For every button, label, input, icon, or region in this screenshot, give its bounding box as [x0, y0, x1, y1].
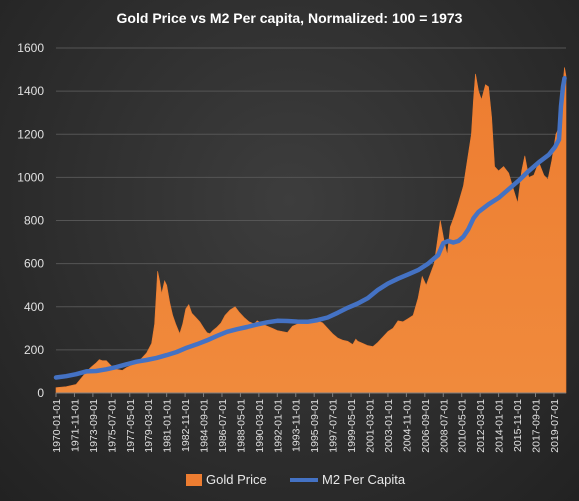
y-tick-label: 1200: [17, 127, 44, 141]
y-tick-label: 800: [24, 214, 44, 228]
legend-label-gold-price: Gold Price: [206, 472, 267, 487]
x-tick-label: 2003-01-01: [383, 399, 395, 453]
x-tick-label: 2012-03-01: [475, 399, 487, 453]
legend-label-m2: M2 Per Capita: [322, 472, 406, 487]
m2-line-layer: [53, 75, 567, 380]
x-tick-label: 1970-01-01: [51, 399, 63, 453]
legend: Gold Price M2 Per Capita: [186, 472, 406, 487]
y-axis-ticks: 0 200 400 600 800 1000 1200 1400 1600: [17, 41, 44, 400]
y-tick-label: 600: [24, 257, 44, 271]
gold-price-area-layer: [55, 67, 567, 394]
y-tick-label: 1000: [17, 170, 44, 184]
x-tick-label: 1986-07-01: [217, 399, 229, 453]
x-tick-label: 1995-09-01: [309, 399, 321, 453]
x-tick-label: 1979-03-01: [143, 399, 155, 453]
y-tick-label: 1600: [17, 41, 44, 55]
x-tick-label: 1982-11-01: [180, 399, 192, 452]
x-tick-label: 1977-05-01: [125, 399, 137, 453]
x-tick-label: 2014-01-01: [494, 399, 506, 453]
m2-per-capita-line: [53, 75, 567, 380]
x-tick-label: 1981-01-01: [162, 399, 174, 453]
x-tick-label: 1990-03-01: [254, 399, 266, 453]
y-tick-label: 0: [37, 386, 44, 400]
chart-title: Gold Price vs M2 Per capita, Normalized:…: [117, 10, 463, 26]
x-tick-label: 2017-09-01: [530, 399, 542, 453]
x-tick-label: 1975-07-01: [106, 399, 118, 453]
y-tick-label: 200: [24, 343, 44, 357]
gold-price-area: [55, 67, 567, 394]
x-tick-label: 1999-05-01: [346, 399, 358, 453]
x-tick-label: 2006-09-01: [420, 399, 432, 453]
x-tick-label: 2008-07-01: [438, 399, 450, 453]
x-tick-label: 2004-11-01: [401, 399, 413, 452]
y-tick-label: 1400: [17, 84, 44, 98]
x-tick-label: 1988-05-01: [235, 399, 247, 453]
x-tick-label: 2010-05-01: [457, 399, 469, 453]
x-tick-label: 1992-01-01: [272, 399, 284, 453]
x-tick-label: 1971-11-01: [69, 399, 81, 452]
x-tick-label: 2001-03-01: [365, 399, 377, 453]
gridlines: [56, 47, 566, 351]
x-axis-ticks: 1970-01-01 1971-11-01 1973-09-01 1975-07-01…: [51, 393, 561, 453]
y-tick-label: 400: [24, 300, 44, 314]
x-tick-label: 1997-07-01: [328, 399, 340, 453]
legend-swatch-gold-price: [186, 474, 202, 486]
x-tick-label: 1973-09-01: [88, 399, 100, 453]
x-tick-label: 1984-09-01: [199, 399, 211, 453]
x-tick-label: 2019-07-01: [549, 399, 561, 453]
x-tick-label: 1993-11-01: [291, 399, 303, 452]
x-tick-label: 2015-11-01: [512, 399, 524, 452]
